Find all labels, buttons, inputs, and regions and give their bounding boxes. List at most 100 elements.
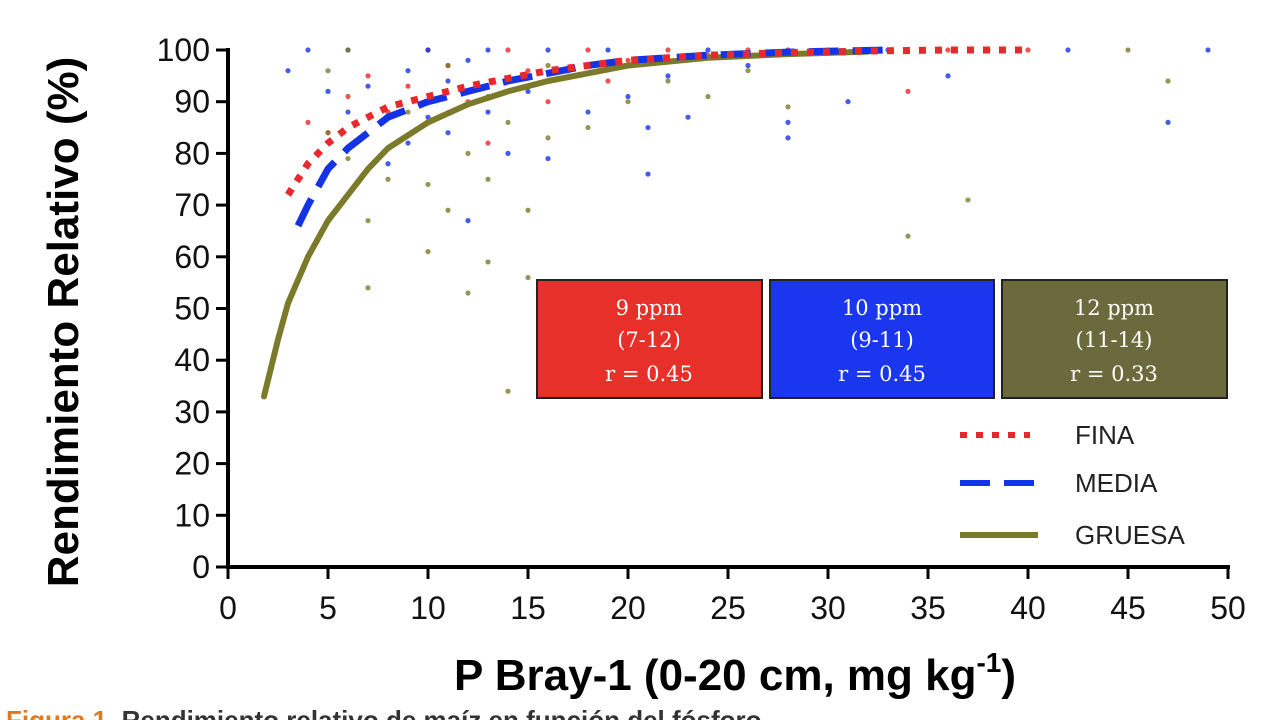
data-point-gruesa [345,47,351,53]
x-tick-label: 35 [910,590,946,626]
annotation-gruesa-r: r = 0.33 [1070,362,1158,386]
data-point-media [1165,119,1171,125]
data-point-gruesa [545,135,551,141]
annotation-box-media: 10 ppm (9-11) r = 0.45 [769,279,995,399]
x-tick-label: 40 [1010,590,1046,626]
data-point-media [1205,47,1211,53]
curve-media [294,46,889,228]
y-ticks: 0 10 20 30 40 50 60 70 80 90 100 [157,32,228,585]
data-point-gruesa [585,124,591,131]
data-point-gruesa [905,233,911,239]
x-axis-title-superscript: -1 [976,647,1001,678]
data-point-media [785,135,791,141]
data-point-fina [605,78,611,84]
data-point-gruesa [365,218,371,224]
data-point-media [545,155,551,162]
annotation-box-gruesa: 12 ppm (11-14) r = 0.33 [1001,279,1228,399]
annotation-boxes: 9 ppm (7-12) r = 0.45 10 ppm (9-11) r = … [536,279,1228,399]
data-point-media [445,78,451,84]
data-point-gruesa [365,285,371,291]
data-point-media [365,83,371,89]
data-point-media [525,88,531,94]
legend-label-fina: FINA [1075,420,1135,450]
y-tick-label: 70 [174,187,210,223]
data-point-media [345,109,351,115]
data-point-gruesa [325,68,331,74]
legend: FINA MEDIA GRUESA [960,420,1185,550]
y-tick-label: 80 [174,135,210,171]
annotation-media-r: r = 0.45 [838,362,926,386]
data-point-media [1065,47,1071,53]
data-point-media [665,73,671,79]
data-point-fina [345,93,351,100]
data-point-media [385,161,391,167]
data-point-gruesa [485,259,491,265]
data-point-media [645,171,651,177]
data-point-gruesa [625,99,631,105]
x-ticks: 0 5 10 15 20 25 30 35 40 45 50 [219,567,1246,626]
data-point-media [485,109,491,115]
data-point-fina [585,47,591,53]
data-point-gruesa [505,119,511,125]
data-point-media [605,47,611,53]
legend-item-gruesa: GRUESA [960,520,1185,550]
data-point-media [305,47,311,53]
data-point-media [845,99,851,105]
data-point-fina [1025,47,1031,53]
x-axis-title-main: P Bray-1 (0-20 cm, mg kg [454,651,977,700]
data-point-gruesa [425,249,431,255]
x-axis-title-close: ) [1001,651,1016,700]
x-axis-title: P Bray-1 (0-20 cm, mg kg-1) [454,647,1016,700]
curve-fina [285,46,1028,197]
annotation-box-fina: 9 ppm (7-12) r = 0.45 [536,279,763,399]
data-point-fina [505,47,511,53]
data-point-gruesa [785,104,791,110]
data-point-gruesa [965,197,971,203]
y-tick-label: 30 [174,394,210,430]
y-tick-label: 100 [157,32,210,68]
data-point-media [325,88,331,94]
data-point-gruesa [745,68,751,74]
legend-label-gruesa: GRUESA [1075,520,1185,550]
data-point-gruesa [405,109,411,115]
data-point-gruesa [525,274,531,281]
x-tick-label: 0 [219,590,237,626]
data-point-media [445,130,451,136]
x-tick-label: 25 [710,590,746,626]
data-point-fina [625,57,631,63]
data-point-gruesa [465,290,471,296]
data-point-media [785,119,791,125]
y-tick-label: 40 [174,342,210,378]
figure-caption-lead: Figura 1. [6,705,115,720]
data-point-gruesa [525,207,531,213]
data-point-media [545,47,551,53]
data-point-gruesa [1125,47,1131,53]
data-point-gruesa [1165,78,1171,84]
figure-caption-text: Rendimiento relativo de maíz en función … [114,705,762,720]
y-tick-label: 50 [174,291,210,327]
annotation-fina-range: (7-12) [617,328,681,352]
data-point-media [585,109,591,115]
data-point-fina [485,140,491,146]
data-point-gruesa [425,181,431,188]
data-point-gruesa [465,150,471,156]
data-point-fina [945,47,951,53]
data-point-gruesa [445,62,451,69]
annotation-fina-r: r = 0.45 [605,362,693,386]
data-point-media [405,140,411,146]
y-tick-label: 60 [174,239,210,275]
data-point-media [465,57,471,63]
data-point-media [945,73,951,79]
legend-label-media: MEDIA [1075,468,1158,498]
data-point-media [625,93,631,100]
data-point-gruesa [445,207,451,213]
x-tick-label: 50 [1210,590,1246,626]
scatter-points [285,47,1211,394]
data-point-media [745,62,751,69]
data-point-media [645,124,651,131]
data-point-gruesa [385,176,391,182]
data-point-gruesa [485,176,491,182]
data-point-media [405,68,411,74]
annotation-gruesa-ppm: 12 ppm [1074,296,1154,320]
